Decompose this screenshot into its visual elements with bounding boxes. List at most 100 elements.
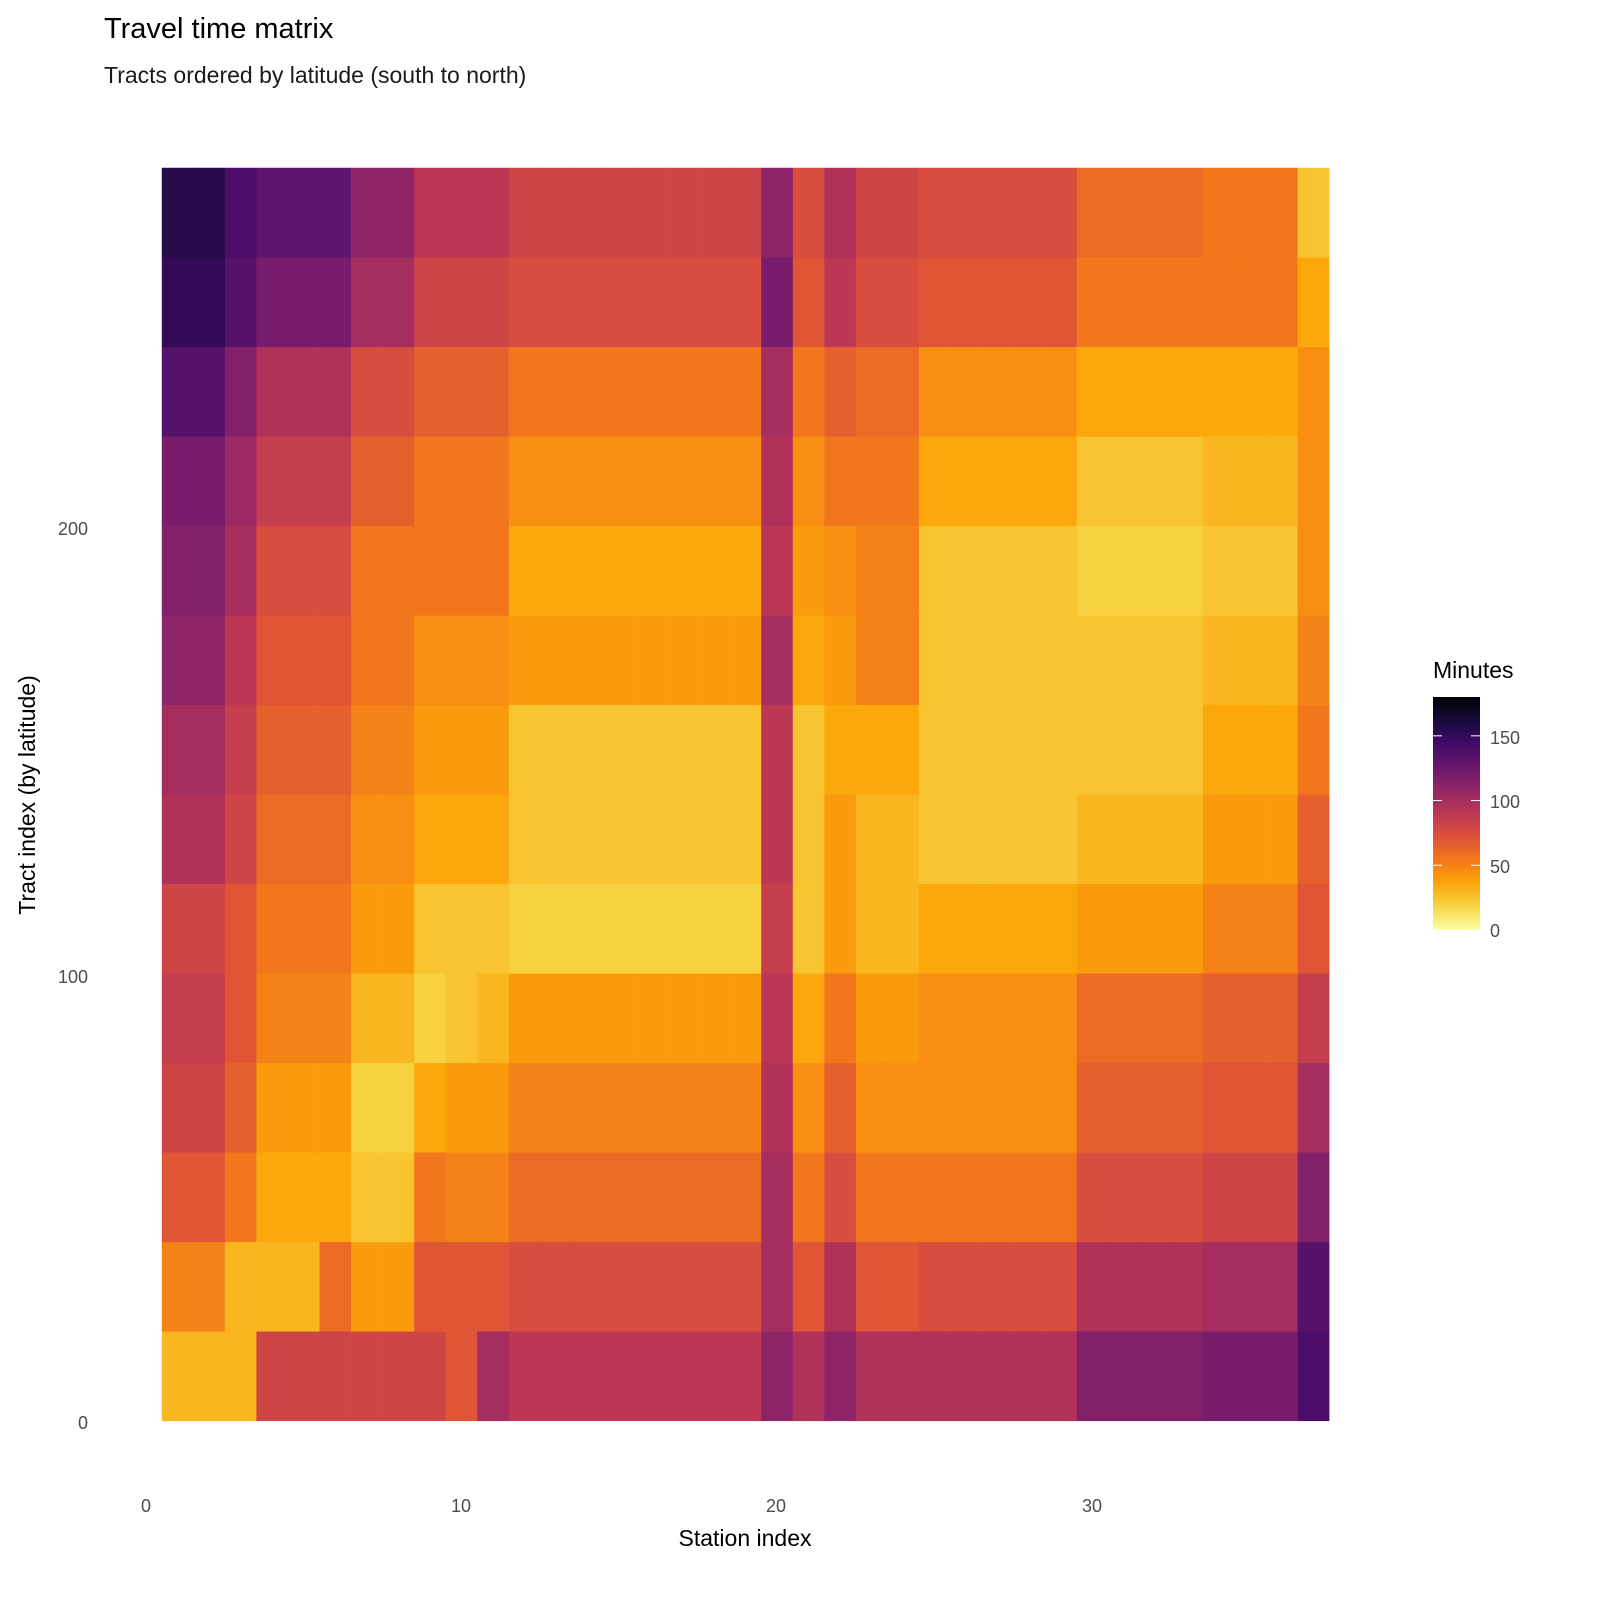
heatmap-cell xyxy=(635,1331,667,1422)
heatmap-cell xyxy=(918,794,951,885)
heatmap-cell xyxy=(1013,346,1046,437)
heatmap-cell xyxy=(540,346,573,437)
heatmap-cell xyxy=(161,615,194,706)
heatmap-cell xyxy=(414,1331,447,1422)
heatmap-cell xyxy=(540,257,573,348)
heatmap-cell xyxy=(666,704,699,795)
legend-tick-label: 0 xyxy=(1490,921,1500,941)
heatmap-cell xyxy=(256,1062,289,1153)
legend: Minutes 0 50 100 150 xyxy=(1433,657,1520,941)
heatmap-cell xyxy=(382,1331,415,1422)
heatmap-cell xyxy=(950,704,983,795)
heatmap-cell xyxy=(792,1331,825,1422)
heatmap-cell xyxy=(761,973,794,1064)
heatmap-cell xyxy=(1234,704,1267,795)
heatmap-cell xyxy=(1202,346,1235,437)
heatmap-cell xyxy=(950,883,983,974)
heatmap-cell xyxy=(698,973,730,1064)
heatmap-cell xyxy=(950,257,983,348)
heatmap-cell xyxy=(571,704,604,795)
heatmap-cell xyxy=(1045,436,1078,527)
heatmap-cell xyxy=(1045,346,1078,437)
heatmap-cell xyxy=(1297,1152,1330,1243)
heatmap-cell xyxy=(161,346,194,437)
heatmap-cell xyxy=(382,615,415,706)
heatmap-cell xyxy=(508,883,541,974)
heatmap-cell xyxy=(1013,257,1046,348)
heatmap-cell xyxy=(603,704,636,795)
heatmap-cell xyxy=(1266,525,1298,616)
heatmap-cell xyxy=(571,1062,604,1153)
heatmap-cell xyxy=(477,973,510,1064)
heatmap-cell xyxy=(1108,1062,1141,1153)
heatmap-cell xyxy=(256,1152,289,1243)
heatmap-cell xyxy=(824,1241,857,1332)
heatmap-cell xyxy=(1013,1062,1046,1153)
heatmap-cell xyxy=(761,794,794,885)
heatmap-cell xyxy=(1202,615,1235,706)
heatmap-cell xyxy=(1013,167,1046,258)
heatmap-cell xyxy=(1171,167,1204,258)
heatmap-cell xyxy=(1234,525,1267,616)
heatmap-cell xyxy=(698,704,730,795)
heatmap-cell xyxy=(540,167,573,258)
heatmap-cell xyxy=(666,1062,699,1153)
heatmap-cell xyxy=(918,883,951,974)
y-tick-label: 200 xyxy=(58,519,88,539)
heatmap-cell xyxy=(382,1152,415,1243)
legend-tick-label: 150 xyxy=(1490,728,1520,748)
heatmap-cell xyxy=(351,167,383,258)
heatmap-cell xyxy=(792,973,825,1064)
heatmap-cell xyxy=(445,1331,478,1422)
heatmap-cell xyxy=(224,1152,257,1243)
heatmap-cell xyxy=(477,167,510,258)
heatmap-cell xyxy=(1297,794,1330,885)
heatmap-cell xyxy=(855,1062,888,1153)
heatmap-cell xyxy=(414,973,447,1064)
heatmap-cells xyxy=(161,167,1330,1422)
heatmap-cell xyxy=(792,615,825,706)
heatmap-cell xyxy=(414,615,447,706)
heatmap-cell xyxy=(319,704,352,795)
heatmap-cell xyxy=(1234,167,1267,258)
heatmap-cell xyxy=(603,973,636,1064)
heatmap-cell xyxy=(319,1241,352,1332)
heatmap-cell xyxy=(445,704,478,795)
heatmap-cell xyxy=(382,436,415,527)
heatmap-cell xyxy=(950,1062,983,1153)
heatmap-cell xyxy=(729,704,762,795)
heatmap-cell xyxy=(982,794,1014,885)
heatmap-cell xyxy=(1013,436,1046,527)
heatmap-cell xyxy=(1297,167,1330,258)
colorbar xyxy=(1433,697,1480,930)
heatmap-cell xyxy=(887,794,920,885)
heatmap-cell xyxy=(1171,346,1204,437)
heatmap-cell xyxy=(666,794,699,885)
heatmap-cell xyxy=(792,525,825,616)
heatmap-cell xyxy=(1076,973,1109,1064)
heatmap-cell xyxy=(792,883,825,974)
heatmap-cell xyxy=(792,436,825,527)
heatmap-cell xyxy=(855,436,888,527)
heatmap-cell xyxy=(666,1152,699,1243)
heatmap-cell xyxy=(571,1331,604,1422)
heatmap-cell xyxy=(193,257,226,348)
heatmap-cell xyxy=(445,1152,478,1243)
heatmap-cell xyxy=(1108,615,1141,706)
heatmap-cell xyxy=(887,1331,920,1422)
heatmap-cell xyxy=(540,883,573,974)
heatmap-cell xyxy=(1234,346,1267,437)
heatmap-cell xyxy=(666,615,699,706)
heatmap-cell xyxy=(635,167,667,258)
heatmap-cell xyxy=(950,346,983,437)
heatmap-cell xyxy=(635,794,667,885)
heatmap-cell xyxy=(635,1152,667,1243)
heatmap-cell xyxy=(256,973,289,1064)
heatmap-cell xyxy=(824,1152,857,1243)
heatmap-cell xyxy=(603,794,636,885)
heatmap-cell xyxy=(508,615,541,706)
heatmap-cell xyxy=(508,1062,541,1153)
heatmap-cell xyxy=(1171,436,1204,527)
heatmap-cell xyxy=(287,1241,320,1332)
heatmap-cell xyxy=(1076,346,1109,437)
